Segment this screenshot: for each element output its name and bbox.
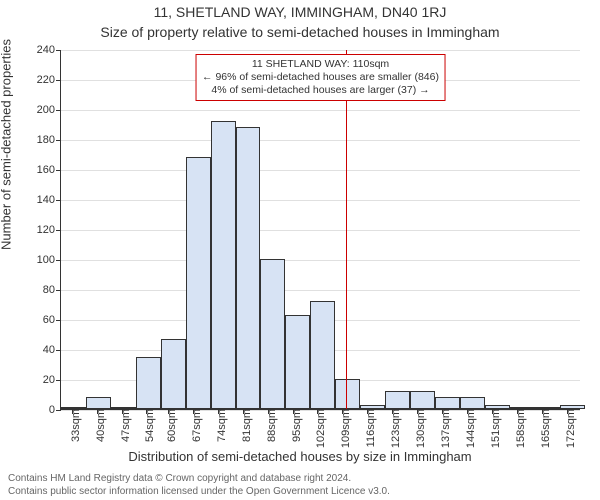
annotation-line: 11 SHETLAND WAY: 110sqm bbox=[202, 58, 439, 71]
y-tick-mark bbox=[56, 410, 61, 411]
histogram-bar bbox=[161, 339, 186, 410]
x-tick-mark bbox=[193, 409, 194, 414]
x-tick-mark bbox=[442, 409, 443, 414]
annotation-box: 11 SHETLAND WAY: 110sqm ← 96% of semi-de… bbox=[195, 54, 446, 101]
annotation-line: 4% of semi-detached houses are larger (3… bbox=[202, 84, 439, 97]
y-tick-mark bbox=[56, 110, 61, 111]
x-tick-mark bbox=[268, 409, 269, 414]
x-tick-mark bbox=[122, 409, 123, 414]
y-tick-mark bbox=[56, 380, 61, 381]
x-tick-mark bbox=[567, 409, 568, 414]
x-tick-mark bbox=[293, 409, 294, 414]
gridline bbox=[61, 260, 580, 261]
histogram-bar bbox=[310, 301, 335, 409]
x-tick-mark bbox=[367, 409, 368, 414]
y-tick-mark bbox=[56, 50, 61, 51]
plot-area: 02040608010012014016018020022024033sqm40… bbox=[60, 50, 580, 410]
x-tick-mark bbox=[168, 409, 169, 414]
annotation-line: ← 96% of semi-detached houses are smalle… bbox=[202, 71, 439, 84]
footer-line: Contains public sector information licen… bbox=[8, 486, 592, 499]
y-tick-mark bbox=[56, 170, 61, 171]
x-tick-mark bbox=[97, 409, 98, 414]
histogram-bar bbox=[410, 391, 435, 409]
y-axis-label: Number of semi-detached properties bbox=[0, 39, 14, 250]
histogram-bar bbox=[460, 397, 485, 409]
x-tick-label: 102sqm bbox=[307, 409, 327, 448]
x-tick-mark bbox=[417, 409, 418, 414]
x-tick-label: 144sqm bbox=[457, 409, 477, 448]
histogram-bar bbox=[211, 121, 236, 409]
x-tick-label: 123sqm bbox=[382, 409, 402, 448]
y-tick-mark bbox=[56, 350, 61, 351]
histogram-bar bbox=[285, 315, 310, 410]
gridline bbox=[61, 140, 580, 141]
x-tick-label: 158sqm bbox=[507, 409, 527, 448]
gridline bbox=[61, 50, 580, 51]
y-tick-mark bbox=[56, 200, 61, 201]
chart-container: 11, SHETLAND WAY, IMMINGHAM, DN40 1RJ Si… bbox=[0, 0, 600, 500]
histogram-bar bbox=[186, 157, 211, 409]
gridline bbox=[61, 170, 580, 171]
y-tick-mark bbox=[56, 260, 61, 261]
y-tick-mark bbox=[56, 290, 61, 291]
x-tick-mark bbox=[542, 409, 543, 414]
x-tick-label: 165sqm bbox=[532, 409, 552, 448]
x-tick-label: 137sqm bbox=[432, 409, 452, 448]
histogram-bar bbox=[435, 397, 460, 409]
footer-line: Contains HM Land Registry data © Crown c… bbox=[8, 473, 592, 486]
x-tick-mark bbox=[492, 409, 493, 414]
x-tick-mark bbox=[342, 409, 343, 414]
x-tick-label: 151sqm bbox=[482, 409, 502, 448]
histogram-bar bbox=[236, 127, 261, 409]
histogram-bar bbox=[86, 397, 111, 409]
gridline bbox=[61, 200, 580, 201]
gridline bbox=[61, 290, 580, 291]
x-tick-mark bbox=[517, 409, 518, 414]
chart-title: 11, SHETLAND WAY, IMMINGHAM, DN40 1RJ bbox=[0, 4, 600, 20]
x-axis-label: Distribution of semi-detached houses by … bbox=[0, 449, 600, 464]
y-tick-mark bbox=[56, 80, 61, 81]
x-tick-mark bbox=[392, 409, 393, 414]
histogram-bar bbox=[260, 259, 285, 409]
x-tick-mark bbox=[146, 409, 147, 414]
histogram-bar bbox=[335, 379, 360, 409]
x-tick-mark bbox=[243, 409, 244, 414]
y-tick-mark bbox=[56, 140, 61, 141]
x-tick-mark bbox=[218, 409, 219, 414]
x-tick-label: 130sqm bbox=[407, 409, 427, 448]
histogram-bar bbox=[136, 357, 161, 410]
histogram-bar bbox=[385, 391, 410, 409]
x-tick-mark bbox=[467, 409, 468, 414]
y-tick-mark bbox=[56, 230, 61, 231]
footer-text: Contains HM Land Registry data © Crown c… bbox=[8, 473, 592, 498]
marker-line bbox=[346, 50, 347, 409]
x-tick-mark bbox=[72, 409, 73, 414]
x-tick-label: 172sqm bbox=[557, 409, 577, 448]
x-tick-label: 109sqm bbox=[332, 409, 352, 448]
chart-subtitle: Size of property relative to semi-detach… bbox=[0, 24, 600, 40]
gridline bbox=[61, 230, 580, 231]
y-tick-mark bbox=[56, 320, 61, 321]
x-tick-label: 116sqm bbox=[357, 409, 377, 447]
gridline bbox=[61, 110, 580, 111]
x-tick-mark bbox=[317, 409, 318, 414]
